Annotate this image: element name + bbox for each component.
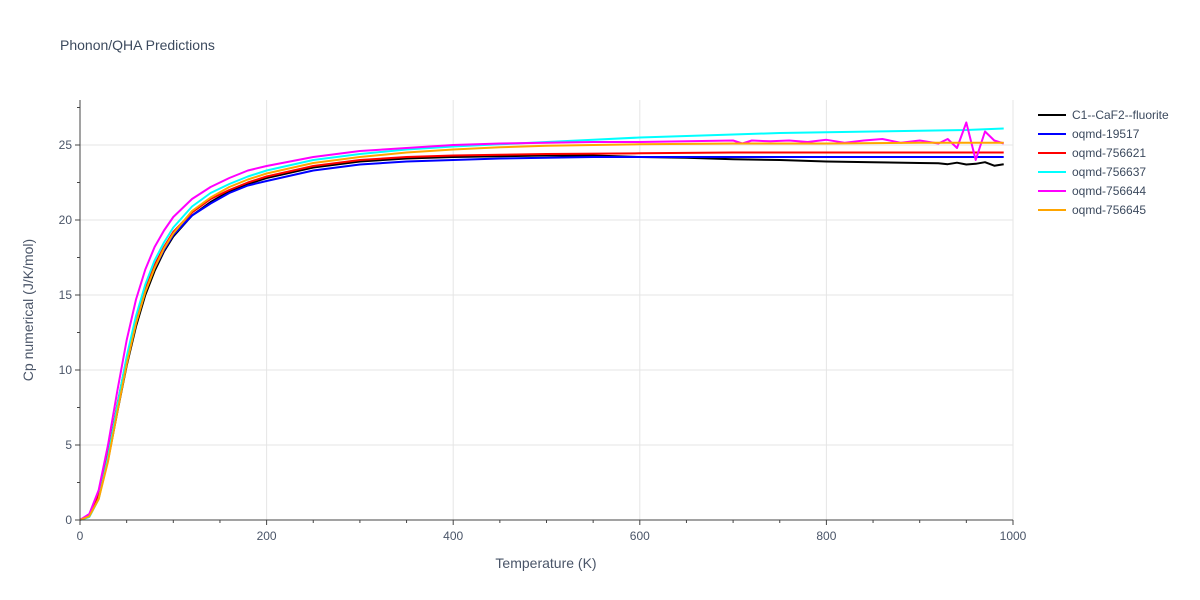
x-axis-title: Temperature (K) xyxy=(495,555,596,571)
axes: 0 200 400 600 800 1000 0 5 10 15 20 25 xyxy=(59,100,1027,543)
grid xyxy=(80,100,1014,520)
series-line-oqmd-19517 xyxy=(79,156,1004,521)
x-tick-label: 200 xyxy=(257,529,277,543)
legend-label: C1--CaF2--fluorite xyxy=(1072,108,1169,122)
y-axis-title: Cp numerical (J/K/mol) xyxy=(20,239,36,381)
y-tick-label: 10 xyxy=(59,363,73,377)
series-line-oqmd-756621 xyxy=(79,151,1004,521)
x-tick-label: 400 xyxy=(443,529,463,543)
y-tick-label: 15 xyxy=(59,288,73,302)
y-tick-label: 5 xyxy=(65,438,72,452)
legend: C1--CaF2--fluorite oqmd-19517 oqmd-756621 o… xyxy=(1038,108,1169,217)
x-tick-label: 800 xyxy=(816,529,836,543)
legend-label: oqmd-19517 xyxy=(1072,127,1140,141)
x-tick-label: 1000 xyxy=(1000,529,1027,543)
x-tick-label: 0 xyxy=(77,529,84,543)
y-tick-label: 0 xyxy=(65,513,72,527)
series-line-oqmd-756644 xyxy=(79,121,1005,521)
legend-label: oqmd-756644 xyxy=(1072,184,1146,198)
x-tick-label: 600 xyxy=(630,529,650,543)
y-tick-label: 25 xyxy=(59,138,73,152)
chart-title: Phonon/QHA Predictions xyxy=(60,37,215,53)
series-line-oqmd-756645 xyxy=(79,141,1004,521)
legend-label: oqmd-756645 xyxy=(1072,203,1146,217)
y-tick-label: 20 xyxy=(59,213,73,227)
series-line-oqmd-756637 xyxy=(79,127,1004,521)
legend-label: oqmd-756621 xyxy=(1072,146,1146,160)
legend-label: oqmd-756637 xyxy=(1072,165,1146,179)
plot-area xyxy=(79,121,1005,521)
series-line-C1--CaF2--fluorite xyxy=(79,154,1004,521)
